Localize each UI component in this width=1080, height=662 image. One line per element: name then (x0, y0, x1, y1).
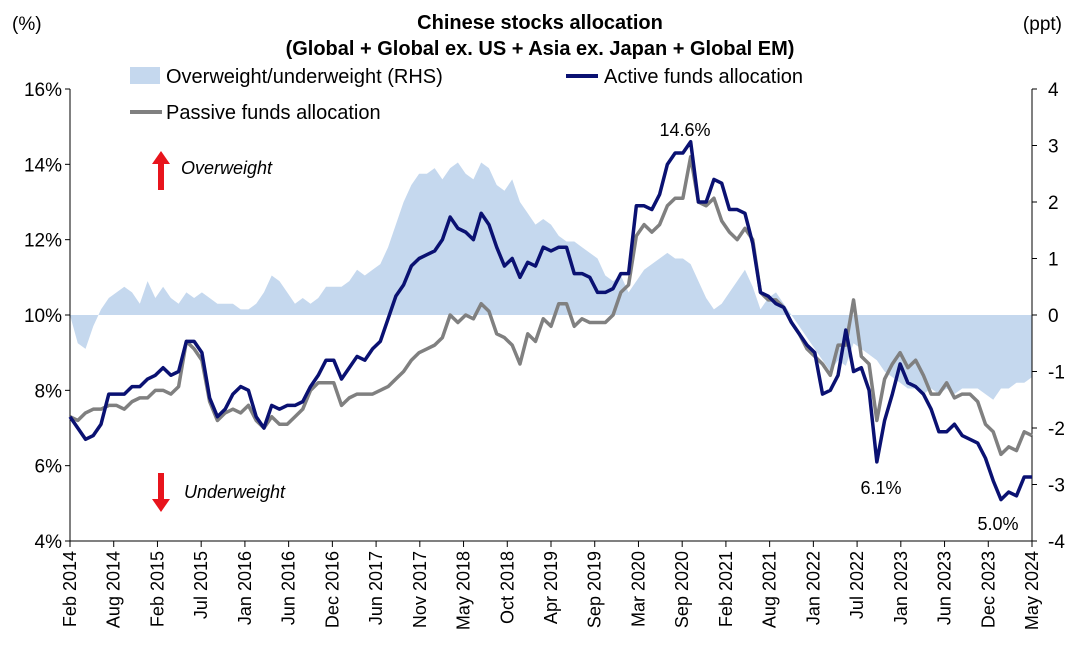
right-tick-label: 3 (1048, 137, 1059, 158)
x-tick-label: Oct 2018 (497, 551, 517, 624)
x-tick-label: Aug 2014 (104, 551, 124, 628)
passive-funds-line (69, 155, 1033, 457)
annotation-peak: 14.6% (659, 120, 710, 140)
x-tick-label: May 2024 (1022, 551, 1042, 630)
legend-swatch-overweight (130, 67, 160, 84)
x-tick-label: Sep 2020 (672, 551, 692, 628)
chart-subtitle: (Global + Global ex. US + Asia ex. Japan… (286, 38, 795, 60)
x-tick-label: Jan 2023 (891, 551, 911, 625)
annotation-low-2024: 5.0% (977, 514, 1018, 534)
x-tick-label: Dec 2016 (322, 551, 342, 628)
x-tick-label: Jul 2015 (191, 551, 211, 619)
active-funds-line (68, 139, 1032, 502)
x-tick-label: Jun 2023 (935, 551, 955, 625)
underweight-arrow-icon (152, 473, 170, 512)
x-tick-label: Sep 2019 (585, 551, 605, 628)
tick-labels-group: 4% 6% 8% 10% 12% 14% 16% -4 -3 -2 -1 0 1 2 3 4 Feb 2014 A… (24, 80, 1065, 630)
x-tick-label: Jul 2022 (847, 551, 867, 619)
underweight-label: Underweight (184, 482, 286, 502)
left-tick-label: 16% (24, 80, 62, 101)
overweight-arrow-icon (152, 151, 170, 190)
chart-title: Chinese stocks allocation (417, 12, 663, 34)
overweight-area-group (70, 162, 1032, 400)
x-tick-label: Nov 2017 (410, 551, 430, 628)
overweight-label: Overweight (181, 158, 273, 178)
x-tick-label: Jan 2022 (803, 551, 823, 625)
right-tick-label: -3 (1048, 476, 1065, 497)
right-tick-label: 0 (1048, 306, 1059, 327)
left-tick-label: 8% (35, 381, 63, 402)
left-tick-label: 4% (35, 532, 63, 553)
x-tick-label: Jan 2016 (235, 551, 255, 625)
right-tick-label: -1 (1048, 363, 1065, 384)
x-tick-label: Mar 2020 (628, 551, 648, 627)
legend-label-overweight: Overweight/underweight (RHS) (166, 66, 443, 88)
x-tick-label: Jun 2017 (366, 551, 386, 625)
left-tick-label: 6% (35, 457, 63, 478)
axes-group (65, 88, 1037, 547)
right-tick-label: -4 (1048, 532, 1065, 553)
left-tick-label: 14% (24, 155, 62, 176)
x-tick-label: Feb 2015 (147, 551, 167, 627)
x-tick-label: Aug 2021 (760, 551, 780, 628)
right-tick-label: 2 (1048, 193, 1059, 214)
x-tick-label: Dec 2023 (978, 551, 998, 628)
x-tick-label: May 2018 (454, 551, 474, 630)
right-tick-label: 4 (1048, 80, 1059, 101)
legend-label-active: Active funds allocation (604, 66, 803, 88)
x-tick-label: Feb 2021 (716, 551, 736, 627)
series-lines-group (68, 139, 1033, 502)
left-axis-unit: (%) (12, 14, 42, 35)
overweight-area (70, 162, 1032, 400)
left-tick-label: 10% (24, 306, 62, 327)
legend-label-passive: Passive funds allocation (166, 102, 381, 124)
x-tick-label: Apr 2019 (541, 551, 561, 624)
right-axis-unit: (ppt) (1023, 14, 1062, 35)
x-tick-label: Feb 2014 (60, 551, 80, 627)
left-tick-label: 12% (24, 231, 62, 252)
x-tick-label: Jun 2016 (279, 551, 299, 625)
right-tick-label: -2 (1048, 419, 1065, 440)
right-tick-label: 1 (1048, 250, 1059, 271)
annotation-low-2022: 6.1% (860, 478, 901, 498)
